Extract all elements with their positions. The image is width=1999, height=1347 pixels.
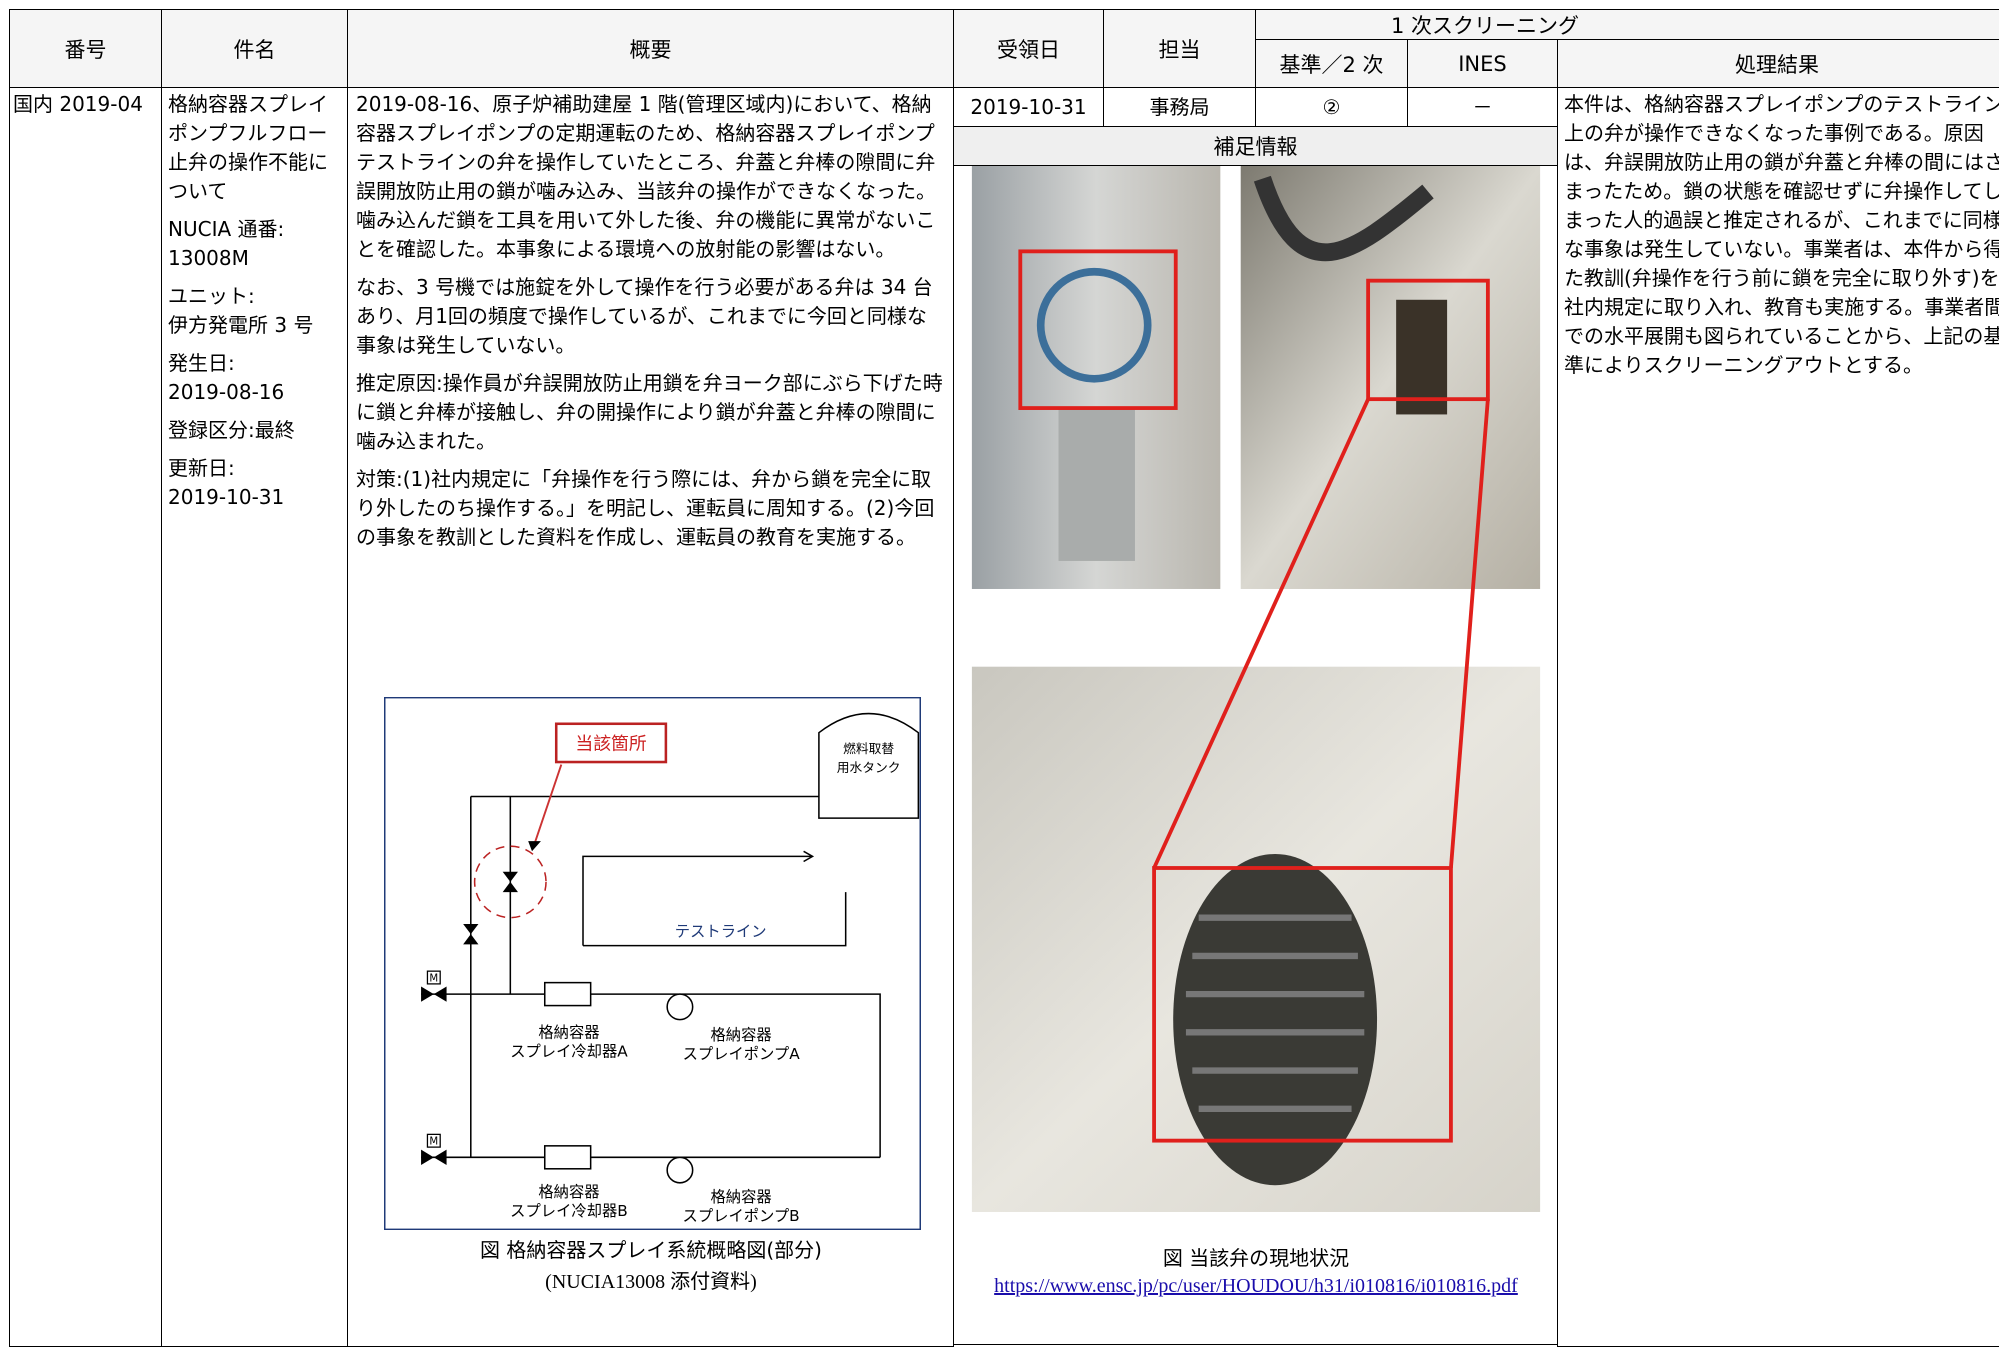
header-cell: 基準／2 次 (1255, 39, 1408, 88)
photo-caption: 図 当該弁の現地状況 (1162, 1246, 1350, 1270)
result-cell: 本件は、格納容器スプレイポンプのテストライン上の弁が操作できなくなった事例である… (1557, 87, 1999, 1347)
received-cell: 2019-10-31 (953, 87, 1104, 127)
detail-line: ユニット: (168, 284, 255, 308)
diagram-label: スプレイ冷却器B (510, 1202, 628, 1220)
diagram-label: 格納容器 (538, 1023, 599, 1041)
diagram-label: 格納容器 (711, 1026, 772, 1044)
diagram-label: 格納容器 (711, 1188, 772, 1206)
caption: 図 格納容器スプレイ系統概略図(部分) (480, 1238, 822, 1262)
cable (1253, 175, 1434, 262)
test-line-label: テストライン (675, 923, 767, 941)
highlight-box (1152, 866, 1453, 1143)
diagram-label: スプレイポンプB (683, 1207, 800, 1225)
thread (1185, 914, 1365, 1112)
header-cell: 件名 (161, 9, 348, 88)
header-cell: 概要 (347, 9, 954, 88)
diagram-label: スプレイ冷却器A (510, 1043, 628, 1061)
diagram-label: 格納容器 (538, 1183, 599, 1201)
number-cell: 国内 2019-04 (9, 87, 162, 1347)
summary-paragraph: 推定原因:操作員が弁誤開放防止用鎖を弁ヨーク部にぶら下げた時に鎖と弁棒が接触し、… (356, 371, 943, 453)
criteria-cell: ② (1255, 87, 1408, 127)
valve-wheel (1036, 267, 1152, 383)
motor-box (426, 970, 441, 985)
handler-cell: 事務局 (1103, 87, 1256, 127)
highlight-box (1366, 278, 1490, 402)
header-text: 処理結果 (1735, 52, 1819, 77)
system-diagram: M M 当該箇所 テストライン 燃料取替用水タンク格納容器スプレイ冷却器A格納容… (384, 697, 921, 1230)
pipe (1058, 408, 1135, 561)
source-link[interactable]: https://www.ensc.jp/pc/user/HOUDOU/h31/i… (994, 1275, 1518, 1297)
ines-cell: － (1407, 87, 1558, 127)
stem (1396, 299, 1448, 415)
result: 本件は、格納容器スプレイポンプのテストライン上の弁が操作できなくなった事例である… (1564, 92, 1999, 377)
detail-line: 登録区分:最終 (168, 418, 295, 442)
header-cell: INES (1407, 39, 1558, 88)
zoom-line (1152, 398, 1370, 869)
diagram-label: 燃料取替 (843, 741, 894, 757)
summary-paragraph: なお、3 号機では施錠を外して操作を行う必要がある弁は 34 台あり、月1回の頻… (356, 275, 933, 357)
detail-line: 2019-08-16 (168, 380, 285, 404)
zoom-line (1449, 398, 1490, 869)
summary-paragraph: 対策:(1)社内規定に「弁操作を行う際には、弁から鎖を完全に取り外したのち操作す… (356, 467, 935, 549)
header-cell: 番号 (9, 9, 162, 88)
detail: 更新日: 2019-10-31 (168, 454, 341, 512)
detail: 登録区分:最終 (168, 416, 341, 445)
motor-label: M (429, 1137, 438, 1148)
highlight-label: 当該箇所 (575, 733, 647, 754)
details: NUCIA 通番: 13008M ユニット: 伊方発電所 3 号発生日: 2019-08… (168, 215, 341, 512)
supplement-title: 補足情報 (953, 126, 1558, 166)
detail-line: 2019-10-31 (168, 485, 285, 509)
summary: 2019-08-16、原子炉補助建屋 1 階(管理区域内)において、格納容器スプ… (356, 90, 945, 552)
header-cell: 1 次スクリーニング (1255, 9, 1999, 40)
motor-box (426, 1133, 441, 1148)
detail: NUCIA 通番: 13008M (168, 215, 341, 273)
diagram-label: スプレイポンプA (683, 1045, 801, 1063)
motor-label: M (429, 973, 438, 984)
detail-line: 発生日: (168, 351, 235, 375)
summary-paragraph: 2019-08-16、原子炉補助建屋 1 階(管理区域内)において、格納容器スプ… (356, 92, 936, 261)
diagram-label: 用水タンク (837, 761, 901, 776)
detail-line: 更新日: (168, 456, 235, 480)
header-cell: 受領日 (953, 9, 1104, 88)
detail-line: 13008M (168, 246, 249, 270)
source: (NUCIA13008 添付資料) (545, 1271, 757, 1293)
detail-line: NUCIA 通番: (168, 217, 285, 241)
diagram-caption: 図 格納容器スプレイ系統概略図(部分) (NUCIA13008 添付資料) (348, 1234, 954, 1298)
header-cell: 処理結果 (1557, 39, 1999, 88)
subject-cell: 格納容器スプレイポンプフルフロー止弁の操作不能について NUCIA 通番: 130… (161, 87, 348, 1347)
photos (971, 166, 1541, 1212)
highlight-box (1018, 249, 1178, 410)
summary-cell: 2019-08-16、原子炉補助建屋 1 階(管理区域内)において、格納容器スプ… (347, 87, 954, 1347)
header-text: 1 次スクリーニング (1390, 13, 1580, 38)
header-cell: 担当 (1103, 9, 1256, 88)
valve-symbols (421, 841, 541, 1165)
stem (1173, 853, 1378, 1186)
detail-line: 伊方発電所 3 号 (168, 313, 314, 337)
subject: 格納容器スプレイポンプフルフロー止弁の操作不能について (168, 92, 328, 203)
detail: ユニット: 伊方発電所 3 号 (168, 282, 341, 340)
detail: 発生日: 2019-08-16 (168, 349, 341, 407)
